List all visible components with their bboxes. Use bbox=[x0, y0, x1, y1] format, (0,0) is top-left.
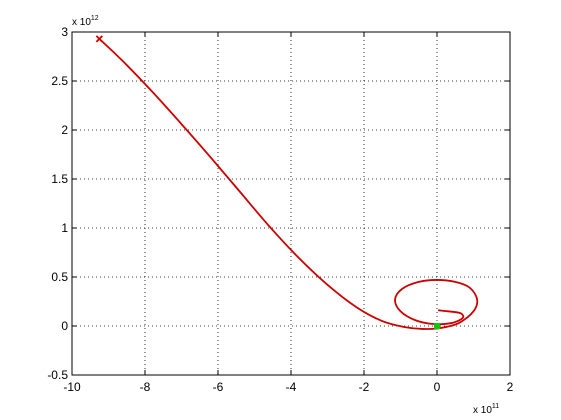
series-layer bbox=[98, 37, 479, 330]
end-marker bbox=[434, 323, 440, 329]
x-tick-label: 2 bbox=[507, 380, 514, 394]
x-tick-label: -10 bbox=[63, 380, 81, 394]
tick-labels: -10 -8 -6 -4 -2 0 2 -0.5 0 0.5 1 1.5 2 2.5 3 bbox=[47, 25, 513, 394]
y-tick-label: -0.5 bbox=[47, 368, 68, 382]
y-tick-label: 0 bbox=[61, 319, 68, 333]
start-marker bbox=[95, 35, 104, 43]
y-tick-label: 1.5 bbox=[51, 172, 68, 186]
y-tick-label: 0.5 bbox=[51, 270, 68, 284]
trajectory-line bbox=[98, 37, 479, 330]
y-tick-label: 1 bbox=[61, 221, 68, 235]
grid bbox=[72, 32, 510, 375]
x-tick-label: -8 bbox=[140, 380, 151, 394]
y-axis-multiplier: x 1012 bbox=[72, 15, 99, 28]
ticks bbox=[71, 31, 511, 376]
x-tick-label: -2 bbox=[359, 380, 370, 394]
marker-layer bbox=[95, 35, 440, 329]
x-axis-multiplier: x 1011 bbox=[473, 403, 499, 416]
x-tick-label: 0 bbox=[434, 380, 441, 394]
y-tick-label: 2.5 bbox=[51, 74, 68, 88]
y-tick-label: 3 bbox=[61, 25, 68, 39]
x-tick-label: -4 bbox=[286, 380, 297, 394]
x-tick-label: -6 bbox=[213, 380, 224, 394]
y-tick-label: 2 bbox=[61, 123, 68, 137]
